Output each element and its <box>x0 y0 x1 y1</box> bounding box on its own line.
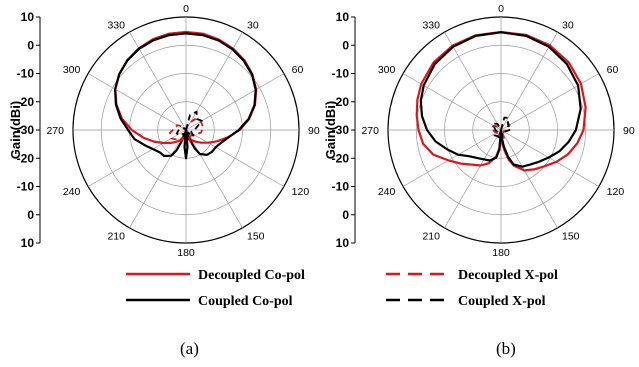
series-line-coupled-x-pol-a <box>175 110 203 141</box>
grid-spoke <box>500 31 558 131</box>
angle-tick-label: 300 <box>378 64 396 76</box>
gain-axis-tick-label: -10 <box>17 180 35 194</box>
grid-spoke <box>444 129 502 229</box>
angle-tick-label: 300 <box>63 64 81 76</box>
angle-tick-label: 0 <box>183 3 189 15</box>
series-line-coupled-x-pol-b <box>492 116 511 140</box>
gain-axis-tick-label: -20 <box>332 151 350 165</box>
angle-tick-label: 0 <box>498 3 504 15</box>
legend-a: Decoupled Co-pol Coupled Co-pol <box>126 268 305 309</box>
gain-axis-tick-label: -10 <box>17 67 35 81</box>
angle-tick-label: 150 <box>562 231 580 243</box>
legend-label-decoupled-x-pol: Decoupled X-pol <box>458 268 558 283</box>
angle-tick-label: 240 <box>378 186 396 198</box>
grid-spoke <box>87 129 187 187</box>
grid-spoke <box>500 129 600 187</box>
gain-axis-tick-label: 0 <box>27 38 34 52</box>
grid-spoke <box>185 129 285 187</box>
grid-spoke <box>87 73 187 131</box>
panel-label-a: (a) <box>180 339 199 358</box>
gain-axis-tick-label: -20 <box>17 151 35 165</box>
grid-spoke <box>444 31 502 131</box>
grid-spoke <box>402 73 502 131</box>
angle-tick-label: 30 <box>247 19 259 31</box>
angle-tick-label: 330 <box>107 19 125 31</box>
gain-axis-tick-label: 10 <box>336 10 350 24</box>
gain-axis-tick-label: -10 <box>332 67 350 81</box>
grid-spoke <box>129 129 187 229</box>
gain-axis-tick-label: -30 <box>332 123 350 137</box>
angle-tick-label: 180 <box>177 247 195 259</box>
angle-tick-label: 90 <box>308 125 320 137</box>
angle-tick-label: 210 <box>422 231 440 243</box>
grid-spoke <box>185 129 243 229</box>
series-line-coupled-co-pol-a <box>114 32 257 160</box>
legend-label-decoupled-co-pol: Decoupled Co-pol <box>198 268 305 283</box>
gain-axis-tick-label: -10 <box>332 180 350 194</box>
angle-tick-label: 120 <box>292 186 310 198</box>
panel-label-b: (b) <box>496 339 516 358</box>
grid-spoke <box>500 73 600 131</box>
angle-tick-label: 150 <box>247 231 265 243</box>
gain-axis-tick-label: -30 <box>17 123 35 137</box>
gain-axis-tick-label: 0 <box>342 38 349 52</box>
gain-axis-tick-label: -20 <box>332 95 350 109</box>
polar-chart-b: 0 30 60 90 120 150 180 210 240 270 300 330 10 0 -10 -20… <box>323 3 635 259</box>
gain-axis-tick-label: 0 <box>342 208 349 222</box>
polar-chart-a: 0 30 60 90 120 150 180 210 240 270 300 330 10 0 -10 -20… <box>8 3 320 259</box>
gain-axis-tick-label: -20 <box>17 95 35 109</box>
angle-tick-label: 120 <box>607 186 625 198</box>
angle-tick-label: 90 <box>623 125 635 137</box>
gain-axis-tick-label: 10 <box>336 236 350 250</box>
angle-tick-label: 270 <box>361 125 379 137</box>
gain-axis-tick-label: 0 <box>27 208 34 222</box>
angle-tick-label: 210 <box>107 231 125 243</box>
angle-tick-label: 60 <box>292 64 304 76</box>
legend-b: Decoupled X-pol Coupled X-pol <box>386 268 558 309</box>
gain-axis-tick-label: 10 <box>21 10 35 24</box>
grid-spoke <box>402 129 502 187</box>
legend-label-coupled-co-pol: Coupled Co-pol <box>198 294 293 309</box>
grid-spoke <box>500 129 558 229</box>
angle-tick-label: 180 <box>492 247 510 259</box>
angle-tick-label: 30 <box>562 19 574 31</box>
angle-tick-label: 330 <box>422 19 440 31</box>
gain-axis-title: Gain(dBi) <box>8 101 23 160</box>
angle-tick-label: 60 <box>607 64 619 76</box>
legend-label-coupled-x-pol: Coupled X-pol <box>458 294 546 309</box>
gain-axis-title: Gain(dBi) <box>323 101 338 160</box>
angle-tick-label: 240 <box>63 186 81 198</box>
gain-axis-tick-label: 10 <box>21 236 35 250</box>
angle-tick-label: 270 <box>46 125 64 137</box>
grid-spoke <box>185 31 243 131</box>
grid-spoke <box>129 31 187 131</box>
